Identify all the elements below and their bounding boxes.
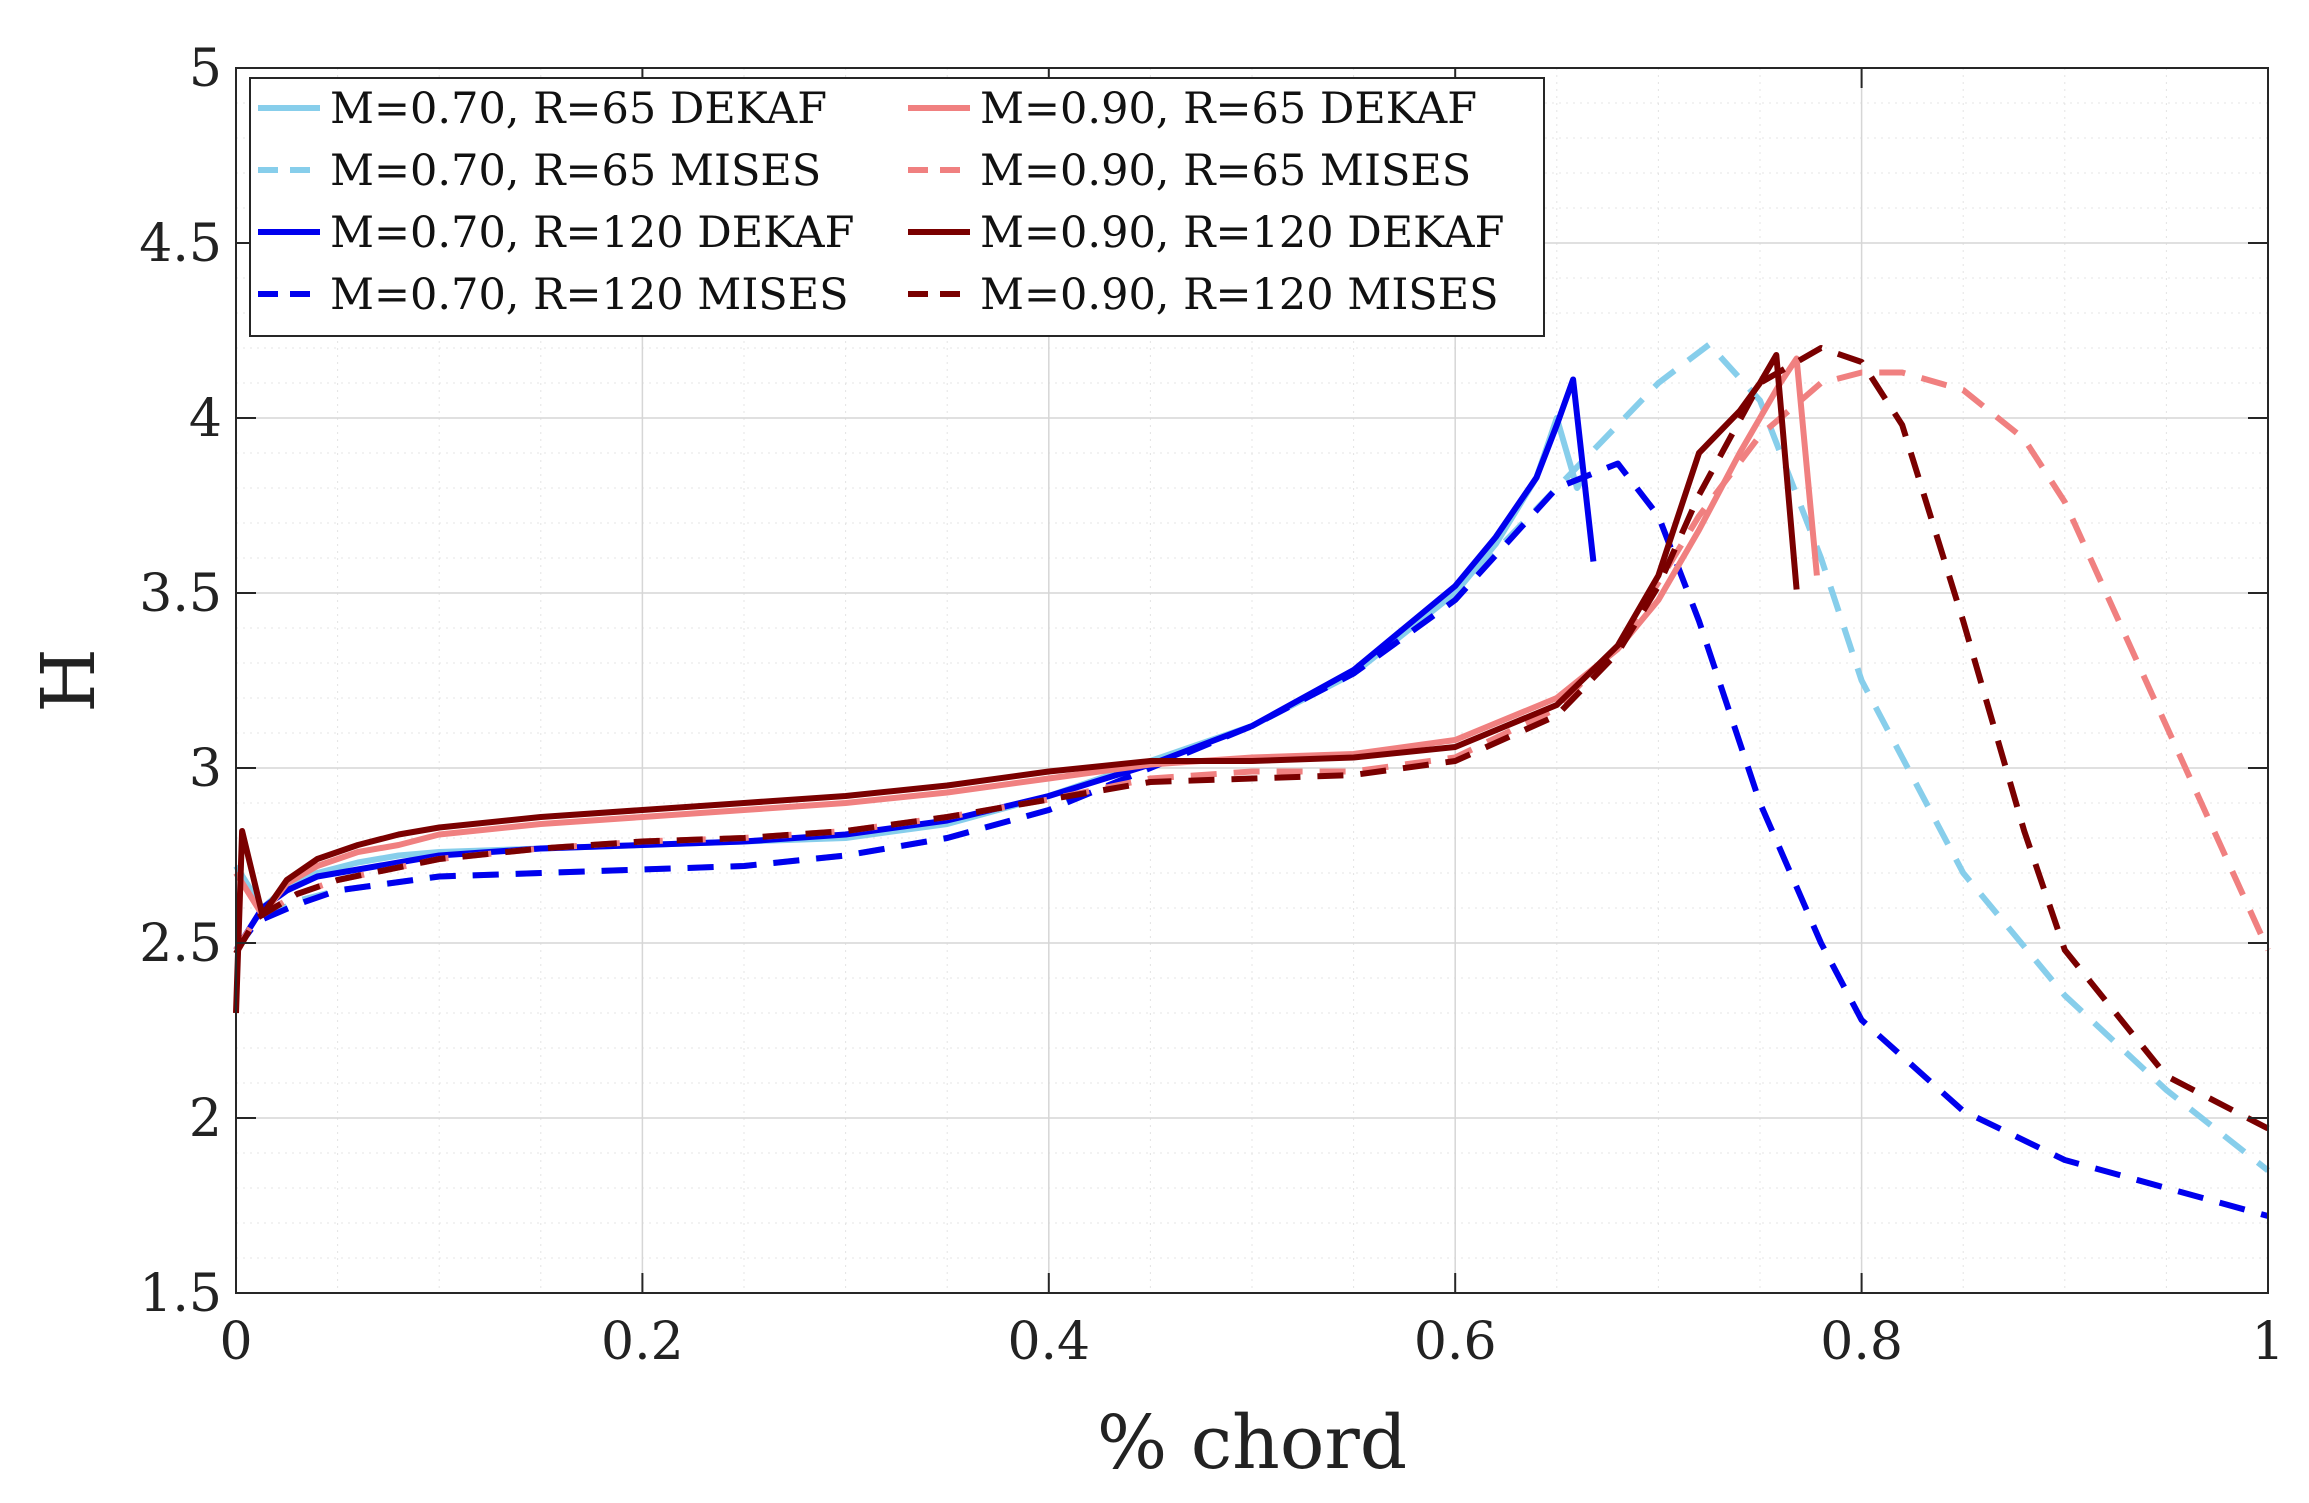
series-line xyxy=(233,355,1820,918)
y-tick-label: 4 xyxy=(189,389,222,449)
series-line xyxy=(233,460,2269,1219)
legend: M=0.70, R=65 DEKAF M=0.70, R=65 MISES M=0.… xyxy=(249,77,1545,337)
legend-entry-label: M=0.90, R=120 MISES xyxy=(980,270,1499,320)
legend-entry-label: M=0.70, R=65 MISES xyxy=(330,146,821,196)
legend-box xyxy=(249,77,1545,337)
y-tick-label: 5 xyxy=(189,39,222,99)
series-line xyxy=(233,376,1597,952)
axes-box xyxy=(235,67,2269,1294)
x-tick-label: 0.2 xyxy=(601,1312,684,1372)
legend-entry-label: M=0.70, R=120 MISES xyxy=(330,270,849,320)
y-tick-label: 2 xyxy=(189,1089,222,1149)
y-tick-label: 4.5 xyxy=(139,214,222,274)
x-tick-label: 0.6 xyxy=(1414,1312,1497,1372)
x-tick-label: 1 xyxy=(2251,1312,2284,1372)
x-tick-label: 0 xyxy=(219,1312,252,1372)
y-tick-label: 2.5 xyxy=(139,914,222,974)
y-tick-label: 1.5 xyxy=(139,1264,222,1324)
y-tick-label: 3 xyxy=(189,739,222,799)
legend-entry-label: M=0.70, R=65 DEKAF xyxy=(330,84,827,134)
x-tick-label: 0.4 xyxy=(1007,1312,1090,1372)
tick-labels: 0 0.2 0.4 0.6 0.8 1 1.5 2 2.5 3 3.5 4 4.5 5 xyxy=(139,39,2284,1372)
legend-entry-label: M=0.70, R=120 DEKAF xyxy=(330,208,854,258)
x-axis-label: % chord xyxy=(1097,1400,1407,1486)
legend-entry-label: M=0.90, R=120 DEKAF xyxy=(980,208,1504,258)
x-tick-label: 0.8 xyxy=(1820,1312,1903,1372)
y-axis-label: H xyxy=(26,648,112,713)
y-tick-label: 3.5 xyxy=(139,564,222,624)
legend-entry-label: M=0.90, R=65 MISES xyxy=(980,146,1471,196)
series-line xyxy=(233,369,2271,952)
series-line xyxy=(233,345,2270,1132)
series-line xyxy=(233,352,1800,1014)
series-lines xyxy=(233,341,2271,1219)
legend-entry-label: M=0.90, R=65 DEKAF xyxy=(980,84,1477,134)
